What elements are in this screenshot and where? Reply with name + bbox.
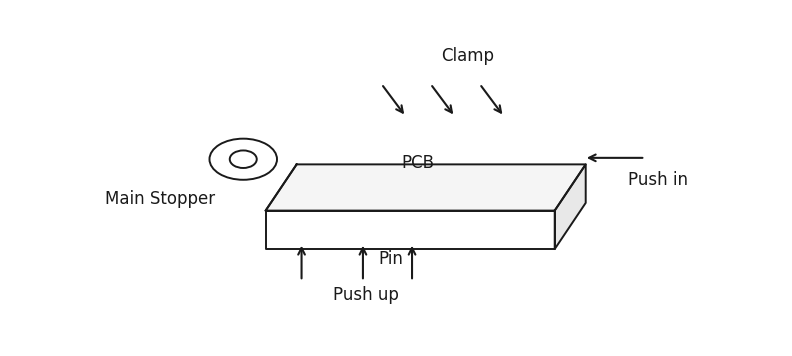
Polygon shape (265, 211, 554, 249)
Text: Push up: Push up (333, 286, 399, 304)
Text: Main Stopper: Main Stopper (105, 190, 215, 208)
Text: Push in: Push in (627, 171, 687, 189)
Text: Pin: Pin (379, 250, 403, 268)
Text: Clamp: Clamp (441, 47, 493, 66)
Polygon shape (265, 164, 586, 211)
Polygon shape (554, 164, 586, 249)
Text: PCB: PCB (402, 155, 435, 172)
Ellipse shape (230, 151, 257, 168)
Ellipse shape (209, 139, 277, 180)
